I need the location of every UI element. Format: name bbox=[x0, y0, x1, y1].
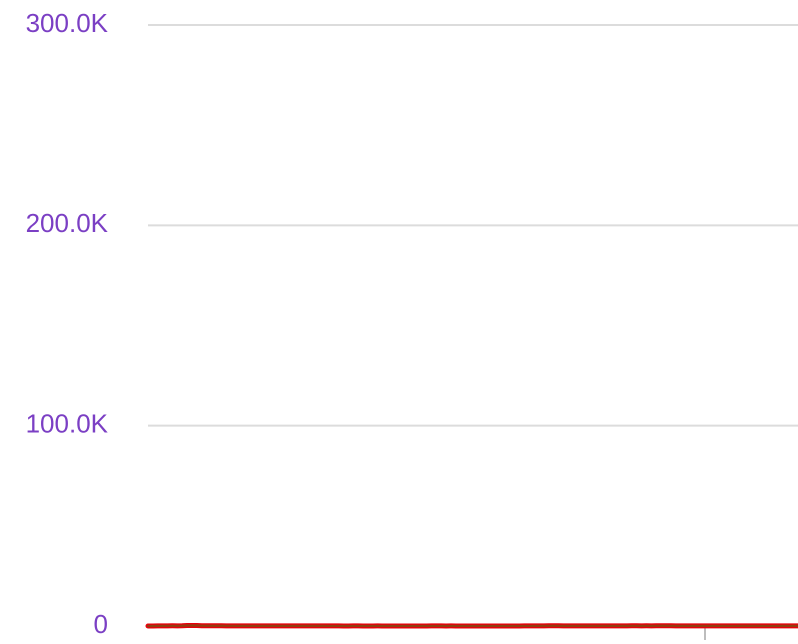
y-tick-label: 0 bbox=[94, 609, 108, 639]
y-tick-label: 300.0K bbox=[26, 8, 109, 38]
y-tick-label: 100.0K bbox=[26, 409, 109, 439]
line bbox=[146, 624, 798, 628]
y-tick-label: 200.0K bbox=[26, 208, 109, 238]
